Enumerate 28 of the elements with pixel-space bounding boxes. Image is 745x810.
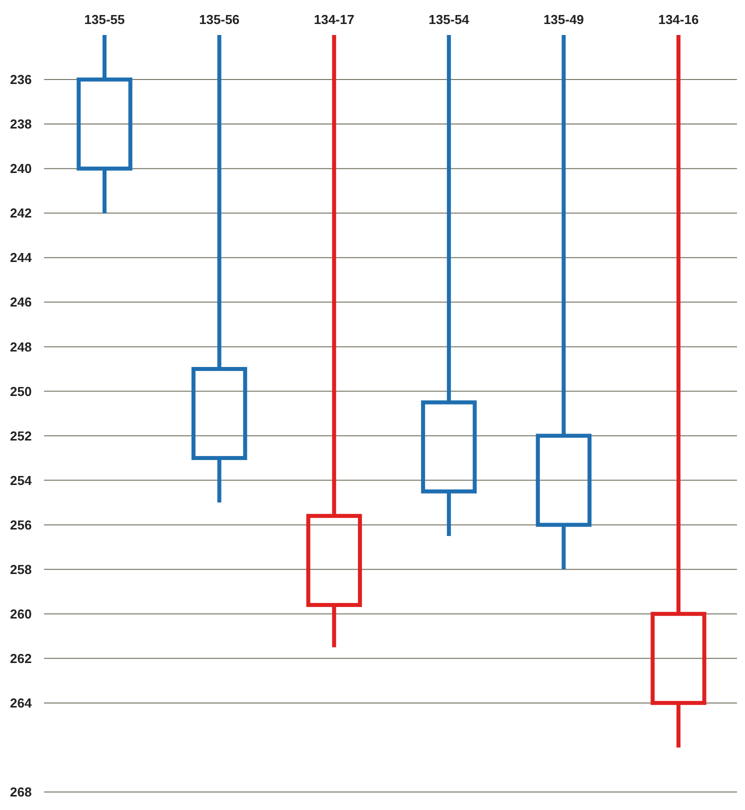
candlestick [306, 35, 362, 648]
y-tick-label: 240 [10, 161, 32, 176]
x-tick-label: 135-55 [84, 12, 125, 27]
x-tick-label: 134-17 [314, 12, 354, 27]
y-tick-label: 268 [10, 784, 32, 800]
y-tick-label: 260 [10, 606, 32, 622]
candlestick [536, 35, 592, 570]
y-tick-label: 254 [10, 472, 32, 488]
candlestick [650, 35, 706, 748]
candlestick [76, 35, 132, 214]
y-tick-label: 258 [10, 562, 32, 577]
y-tick-label: 252 [10, 428, 32, 444]
candlestick [191, 35, 248, 503]
y-tick-label: 244 [10, 250, 32, 266]
y-tick-label: 264 [10, 695, 32, 710]
x-tick-label: 135-56 [199, 12, 240, 27]
y-tick-label: 250 [10, 384, 32, 399]
y-tick-label: 236 [10, 72, 32, 88]
y-tick-label: 248 [10, 339, 32, 354]
candlestick [421, 35, 477, 536]
y-tick-label: 262 [10, 650, 32, 666]
x-tick-label: 135-49 [543, 12, 584, 27]
x-tick-label: 135-54 [428, 12, 470, 27]
x-tick-label: 134-16 [658, 12, 699, 27]
y-tick-label: 256 [10, 517, 32, 532]
y-tick-label: 242 [10, 206, 32, 221]
y-tick-label: 246 [10, 294, 32, 310]
y-tick-label: 238 [10, 116, 32, 132]
